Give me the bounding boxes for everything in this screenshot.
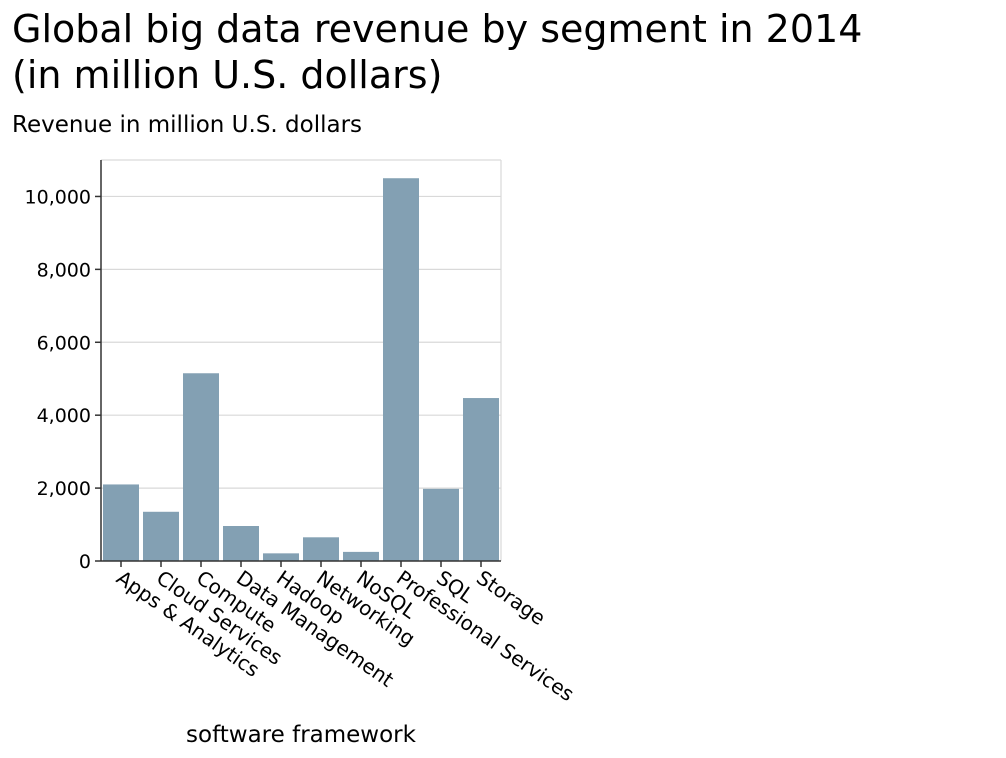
y-tick-label: 0 [79,551,91,573]
bar [263,553,299,561]
bars [103,178,499,561]
y-tick-label: 6,000 [37,332,91,354]
y-tick-label: 2,000 [37,478,91,500]
gridlines [101,159,502,561]
bar [423,488,459,561]
bar [383,178,419,561]
bar [343,551,379,561]
y-axis-ticks: 0 2,000 4,000 6,000 8,000 10,000 [25,186,101,573]
y-tick-label: 10,000 [25,186,91,208]
y-tick-label: 4,000 [37,405,91,427]
x-axis-title: software framework [186,722,417,748]
y-tick-label: 8,000 [37,259,91,281]
y-axis-title: Revenue in million U.S. dollars [12,112,362,138]
bar [103,484,139,561]
bar [463,398,499,561]
bar [303,537,339,561]
bar [183,373,219,561]
bar [143,511,179,561]
chart-title: Global big data revenue by segment in 20… [12,7,863,97]
bar [223,526,259,561]
axes [100,160,501,562]
